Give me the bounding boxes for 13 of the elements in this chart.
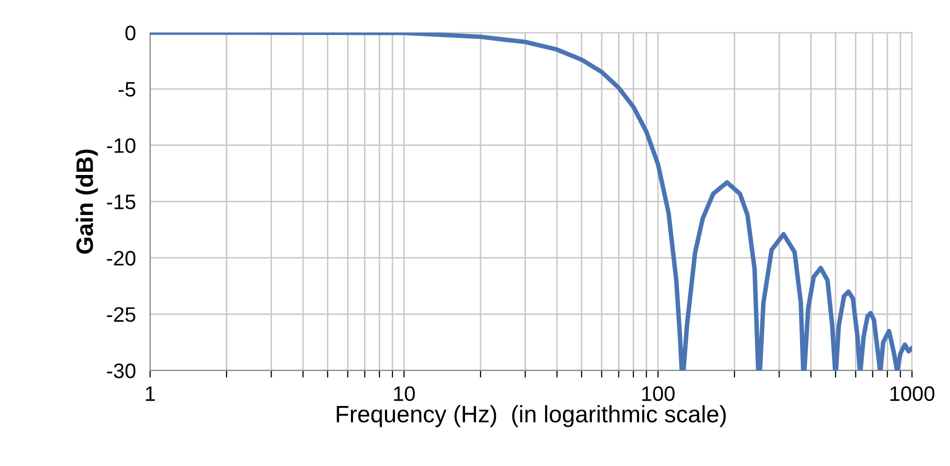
x-tick-label: 1000 <box>890 386 934 402</box>
y-tick-label: -20 <box>107 250 136 266</box>
x-tick-label: 100 <box>642 386 675 402</box>
y-tick-label: -30 <box>107 363 136 378</box>
y-tick-label: 0 <box>125 26 136 40</box>
y-tick-label: -25 <box>107 307 136 322</box>
x-tick-label: 1 <box>146 386 155 401</box>
y-tick-label: -15 <box>107 194 136 210</box>
x-tick-label: 10 <box>394 386 415 402</box>
x-axis-title: Frequency (Hz) (in logarithmic scale) <box>336 405 726 428</box>
y-tick-label: -5 <box>118 82 136 97</box>
y-axis-title: Gain (dB) <box>76 150 98 254</box>
y-tick-label: -10 <box>107 138 136 153</box>
